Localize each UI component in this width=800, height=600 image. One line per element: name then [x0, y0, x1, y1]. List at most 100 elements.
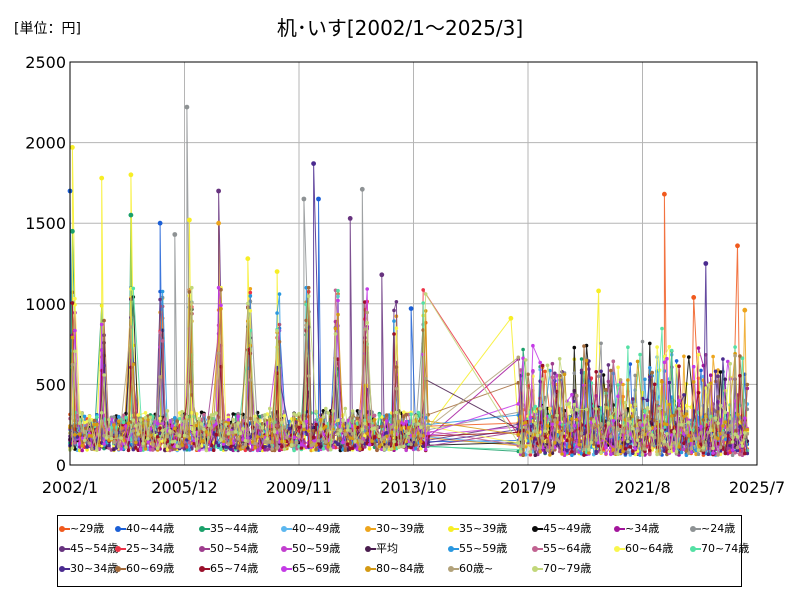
data-point: [73, 433, 77, 437]
peak-point: [301, 196, 307, 202]
data-point: [533, 446, 538, 451]
data-point: [735, 445, 740, 450]
data-point: [423, 376, 428, 381]
data-point: [567, 444, 572, 449]
data-point: [538, 360, 542, 365]
legend-marker-swatch: [614, 526, 620, 532]
data-point: [324, 424, 328, 429]
data-point: [87, 418, 92, 423]
data-point: [265, 437, 270, 441]
data-point: [414, 443, 418, 447]
data-point: [609, 415, 613, 419]
legend-marker-swatch: [115, 566, 121, 572]
data-point: [660, 429, 664, 433]
data-point: [350, 409, 355, 413]
data-point: [733, 354, 737, 358]
data-point: [611, 359, 616, 364]
data-point: [643, 377, 647, 382]
data-point: [377, 413, 382, 418]
peak-point: [596, 288, 601, 294]
data-point: [570, 417, 574, 421]
data-point: [190, 410, 194, 415]
data-point: [328, 447, 333, 452]
data-point: [358, 447, 362, 451]
data-point: [687, 355, 691, 359]
data-point: [523, 420, 528, 425]
legend-item: 70~74歳: [690, 540, 749, 556]
data-point: [277, 340, 282, 344]
data-point: [611, 425, 616, 430]
data-point: [321, 415, 326, 419]
data-point: [623, 400, 628, 405]
data-point: [599, 450, 603, 455]
data-point: [324, 406, 328, 411]
data-point: [229, 447, 233, 451]
data-point: [214, 432, 218, 437]
data-point: [90, 447, 94, 451]
data-point: [735, 448, 740, 453]
data-point: [533, 404, 538, 409]
data-point: [280, 420, 284, 425]
data-point: [414, 414, 418, 418]
data-point: [367, 419, 372, 424]
data-point: [160, 289, 165, 294]
data-point: [721, 431, 725, 435]
data-point: [324, 440, 328, 444]
data-point: [177, 417, 182, 421]
legend-line-swatch: [617, 528, 625, 530]
data-point: [516, 402, 521, 406]
data-point: [336, 442, 340, 446]
data-point: [574, 393, 579, 398]
data-point: [338, 436, 343, 441]
legend-item: ~24歳: [690, 520, 735, 536]
data-point: [518, 450, 523, 454]
legend-label: 35~44歳: [210, 522, 259, 535]
data-point: [423, 447, 428, 452]
peak-point: [187, 217, 192, 223]
data-point: [557, 357, 562, 361]
data-point: [197, 417, 201, 421]
peak-point: [735, 243, 740, 249]
data-point: [740, 356, 745, 361]
legend-label: ~29歳: [70, 522, 105, 535]
data-point: [662, 354, 667, 359]
data-point: [553, 371, 557, 376]
data-point: [370, 439, 374, 443]
data-point: [255, 435, 260, 439]
data-point: [302, 427, 306, 432]
data-point: [124, 424, 128, 428]
data-point: [570, 410, 574, 415]
legend-item: 35~39歳: [448, 520, 507, 536]
data-point: [696, 448, 701, 453]
data-point: [631, 397, 635, 401]
data-point: [121, 413, 126, 418]
data-point: [621, 382, 625, 387]
data-point: [333, 440, 338, 444]
legend-line-swatch: [202, 548, 210, 550]
data-point: [294, 446, 299, 451]
data-point: [599, 341, 603, 346]
data-point: [207, 415, 211, 420]
data-point: [696, 346, 701, 350]
data-point: [338, 445, 343, 450]
data-point: [419, 425, 423, 430]
legend-item: 50~59歳: [281, 540, 340, 556]
data-point: [314, 422, 318, 427]
data-point: [219, 303, 223, 308]
legend-label: 25~34歳: [126, 542, 175, 555]
data-point: [567, 401, 572, 406]
data-point: [628, 445, 633, 449]
data-point: [294, 440, 299, 445]
data-point: [173, 426, 177, 431]
data-point: [372, 426, 377, 431]
data-point: [272, 430, 277, 434]
data-point: [667, 449, 672, 454]
data-point: [136, 413, 140, 417]
peak-point: [662, 191, 667, 197]
data-point: [95, 422, 99, 427]
data-point: [609, 452, 613, 457]
data-point: [402, 410, 406, 415]
data-point: [394, 300, 399, 304]
legend-item: 80~84歳: [365, 560, 424, 576]
